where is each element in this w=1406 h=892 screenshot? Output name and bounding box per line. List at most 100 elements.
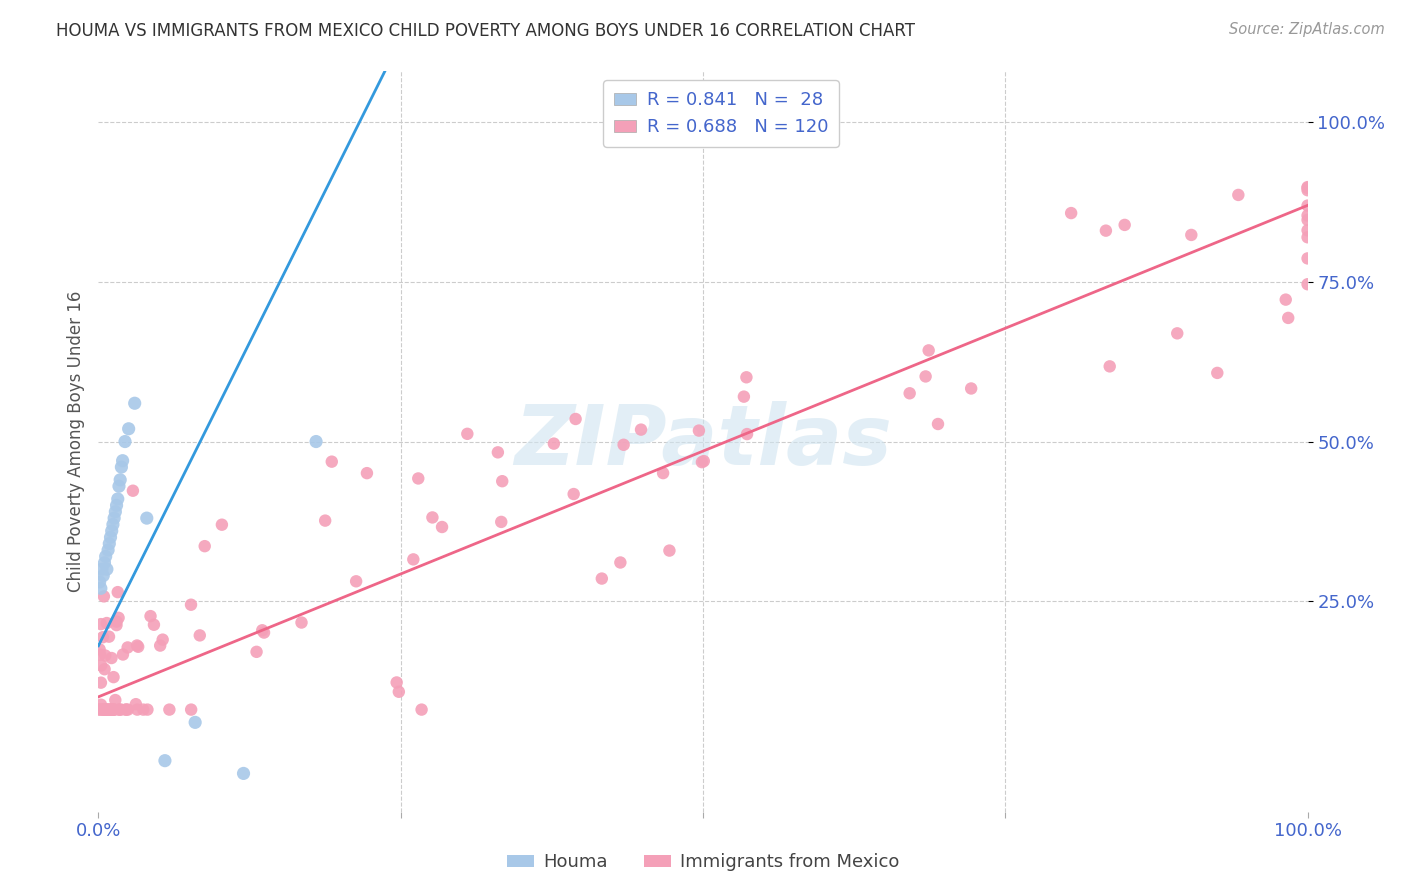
Point [110,460,132,475]
Point [90,582,112,596]
Point [117,640,139,655]
Text: ZIPatlas: ZIPatlas [515,401,891,482]
Point [91,703,114,717]
Point [124,396,146,410]
Point [101,517,124,532]
Point [100,651,122,665]
Point [402,552,425,566]
Point [118,422,141,436]
Point [125,697,148,711]
Point [107,611,129,625]
Point [94,549,117,564]
Point [1296,198,1319,212]
Y-axis label: Child Poverty Among Boys Under 16: Child Poverty Among Boys Under 16 [66,291,84,592]
Point [125,639,148,653]
Point [90,698,112,712]
Point [108,703,131,717]
Text: Source: ZipAtlas.com: Source: ZipAtlas.com [1229,22,1385,37]
Point [211,517,233,532]
Point [690,455,713,469]
Point [184,715,207,730]
Point [104,693,127,707]
Point [96,703,118,717]
Point [98,703,121,717]
Point [108,703,131,717]
Point [108,479,131,493]
Point [1296,277,1319,292]
Point [491,515,513,529]
Point [149,639,172,653]
Point [96,562,118,576]
Point [305,434,328,449]
Point [103,703,125,717]
Point [411,703,433,717]
Point [733,390,755,404]
Point [180,703,202,717]
Point [406,471,429,485]
Point [117,703,139,717]
Point [152,632,174,647]
Point [93,556,115,570]
Point [142,617,165,632]
Point [103,703,125,717]
Point [103,670,125,684]
Point [356,466,378,480]
Point [918,343,941,358]
Point [93,703,115,717]
Point [105,615,128,629]
Point [91,562,114,576]
Point [97,543,120,558]
Point [98,536,121,550]
Point [491,474,513,488]
Legend: Houma, Immigrants from Mexico: Houma, Immigrants from Mexico [499,847,907,879]
Point [93,703,115,717]
Point [90,617,112,632]
Point [94,648,117,663]
Point [609,556,631,570]
Point [157,703,180,717]
Point [96,703,118,717]
Point [111,453,134,467]
Point [422,510,444,524]
Point [1206,366,1229,380]
Point [1296,252,1319,266]
Point [630,423,652,437]
Point [194,539,217,553]
Point [1098,359,1121,374]
Point [613,438,636,452]
Point [543,436,565,450]
Point [105,499,128,513]
Point [1296,181,1319,195]
Point [344,574,367,589]
Point [127,703,149,717]
Point [89,703,111,717]
Point [314,514,336,528]
Point [111,648,134,662]
Point [108,473,131,487]
Point [1274,293,1296,307]
Point [1296,223,1319,237]
Point [1227,188,1250,202]
Point [1060,206,1083,220]
Point [115,703,138,717]
Point [98,630,121,644]
Point [564,412,586,426]
Point [101,703,124,717]
Point [93,590,115,604]
Point [245,645,267,659]
Point [252,624,274,638]
Point [103,511,125,525]
Point [290,615,312,630]
Point [430,520,453,534]
Point [107,491,129,506]
Point [153,754,176,768]
Point [232,766,254,780]
Point [591,572,613,586]
Point [100,524,122,538]
Point [100,703,122,717]
Point [652,466,675,480]
Point [89,648,111,662]
Point [139,609,162,624]
Point [1296,213,1319,227]
Point [1180,227,1202,242]
